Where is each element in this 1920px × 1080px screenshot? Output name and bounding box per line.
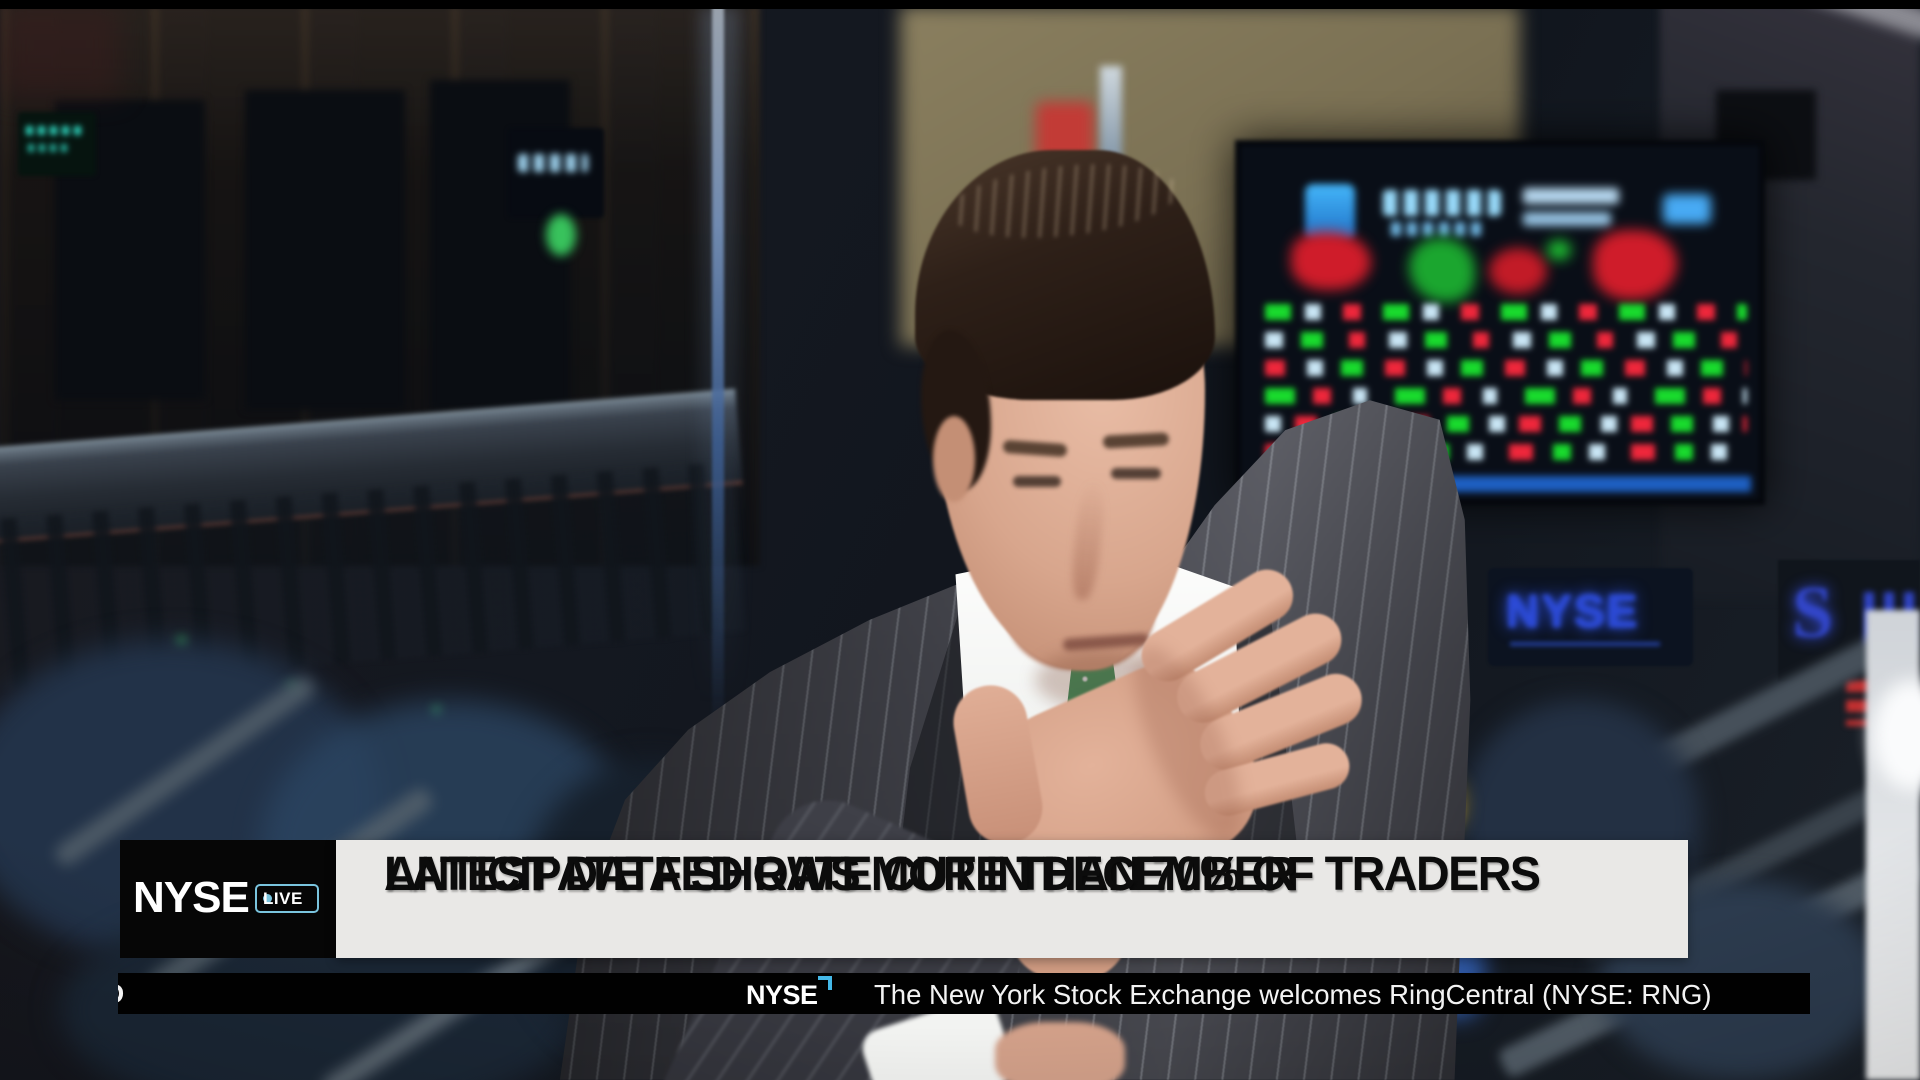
live-dot-icon	[263, 894, 272, 903]
board-clock-sub	[1391, 222, 1487, 236]
board-brand-mark	[1663, 194, 1711, 224]
window-pane	[245, 90, 405, 410]
speaker-ear	[933, 416, 975, 502]
eye	[1013, 476, 1061, 487]
sign-underline	[1510, 642, 1660, 646]
corner-shadow	[0, 6, 120, 96]
ticker-row	[1265, 304, 1747, 320]
second-hand	[995, 1022, 1125, 1080]
heatmap-red	[1291, 232, 1371, 290]
glass-panel-edge	[712, 6, 724, 736]
nyse-floor-sign-text: NYSE	[1506, 585, 1640, 637]
heatmap-red	[1593, 230, 1677, 300]
small-monitor	[18, 112, 96, 176]
headline-banner: LATEST DATA SHOWS MORE THAN 70% OF TRADE…	[336, 840, 1688, 958]
small-monitor	[508, 128, 604, 218]
partial-blue-sign-text: S	[1792, 572, 1834, 654]
nyse-logo: NYSE	[133, 873, 250, 922]
green-light	[546, 214, 576, 256]
heatmap-green	[1409, 238, 1475, 302]
board-date-line	[1523, 212, 1611, 226]
ticker-message: The New York Stock Exchange welcomes Rin…	[874, 979, 1712, 1010]
speaker-head	[915, 150, 1215, 710]
pole	[1100, 66, 1122, 166]
board-clock	[1383, 190, 1501, 216]
board-date-line	[1523, 188, 1619, 204]
ticker-row	[1265, 332, 1747, 348]
heatmap-green	[1547, 240, 1571, 260]
live-label: LIVE	[263, 888, 303, 908]
eye	[1111, 468, 1161, 479]
board-logo-icon	[1305, 184, 1355, 240]
heatmap-red	[1489, 248, 1547, 294]
headline-text-block: LATEST DATA SHOWS MORE THAN 70% OF TRADE…	[336, 849, 1688, 958]
ticker-row	[1265, 360, 1747, 376]
ticker-nyse-logo: NYSE	[746, 980, 818, 1010]
ticker-partial-glyph: D	[118, 978, 124, 1010]
bottom-ticker: D NYSE The New York Stock Exchange welco…	[118, 973, 1810, 1014]
letterbox-bar	[0, 0, 1920, 9]
headline-line-2: ANTICIPATE FED RATE CUT IN DECEMBER	[384, 848, 1297, 901]
nyse-floor-sign: NYSE	[1488, 568, 1693, 666]
ticker-row	[1265, 388, 1747, 404]
nyse-corner-bracket-icon	[818, 976, 832, 990]
thumb	[947, 679, 1049, 850]
nyse-live-bug: NYSE LIVE	[120, 840, 336, 958]
headline-line-1: LATEST DATA SHOWS MORE THAN 70% OF TRADE…	[384, 848, 1541, 901]
live-badge: LIVE	[255, 884, 319, 913]
